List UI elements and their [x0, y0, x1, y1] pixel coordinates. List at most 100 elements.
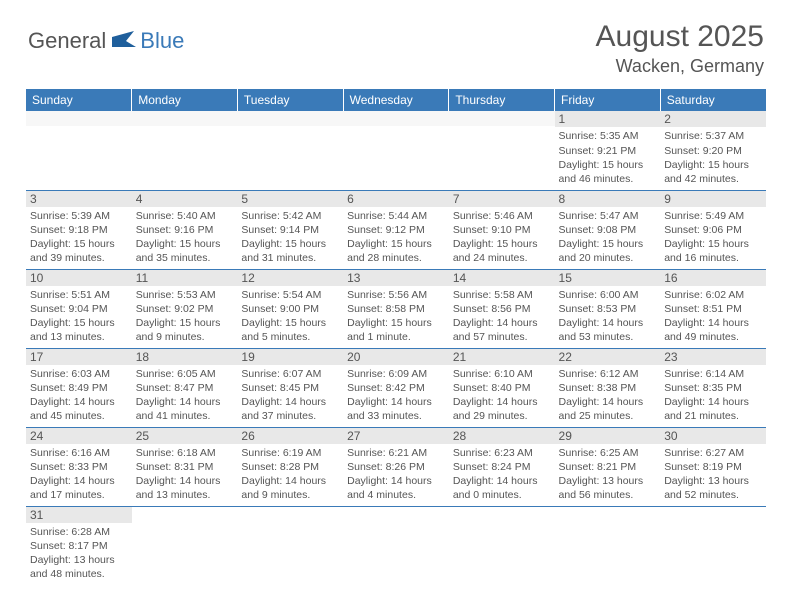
day-details: Sunrise: 6:14 AMSunset: 8:35 PMDaylight:…: [660, 365, 766, 426]
calendar-day-cell: 22Sunrise: 6:12 AMSunset: 8:38 PMDayligh…: [555, 348, 661, 427]
day-details: Sunrise: 6:03 AMSunset: 8:49 PMDaylight:…: [26, 365, 132, 426]
day-number: 19: [237, 349, 343, 365]
calendar-empty-cell: [449, 111, 555, 190]
day-details: Sunrise: 6:25 AMSunset: 8:21 PMDaylight:…: [555, 444, 661, 505]
calendar-week-row: 31Sunrise: 6:28 AMSunset: 8:17 PMDayligh…: [26, 506, 766, 585]
day-number: 11: [132, 270, 238, 286]
day-number: 31: [26, 507, 132, 523]
calendar-day-cell: 31Sunrise: 6:28 AMSunset: 8:17 PMDayligh…: [26, 506, 132, 585]
day-number: 25: [132, 428, 238, 444]
calendar-day-cell: 20Sunrise: 6:09 AMSunset: 8:42 PMDayligh…: [343, 348, 449, 427]
calendar-empty-cell: [660, 506, 766, 585]
title-block: August 2025 Wacken, Germany: [596, 20, 764, 77]
weekday-header: Monday: [132, 89, 238, 111]
day-number: 12: [237, 270, 343, 286]
day-number: 13: [343, 270, 449, 286]
day-details: Sunrise: 5:39 AMSunset: 9:18 PMDaylight:…: [26, 207, 132, 268]
day-number: 27: [343, 428, 449, 444]
day-details: Sunrise: 5:40 AMSunset: 9:16 PMDaylight:…: [132, 207, 238, 268]
calendar-day-cell: 9Sunrise: 5:49 AMSunset: 9:06 PMDaylight…: [660, 190, 766, 269]
calendar-day-cell: 14Sunrise: 5:58 AMSunset: 8:56 PMDayligh…: [449, 269, 555, 348]
day-details: Sunrise: 6:05 AMSunset: 8:47 PMDaylight:…: [132, 365, 238, 426]
page-header: General Blue August 2025 Wacken, Germany: [0, 0, 792, 85]
calendar-empty-cell: [343, 111, 449, 190]
day-details: Sunrise: 5:35 AMSunset: 9:21 PMDaylight:…: [555, 127, 661, 188]
calendar-day-cell: 29Sunrise: 6:25 AMSunset: 8:21 PMDayligh…: [555, 427, 661, 506]
day-details: Sunrise: 6:16 AMSunset: 8:33 PMDaylight:…: [26, 444, 132, 505]
calendar-day-cell: 10Sunrise: 5:51 AMSunset: 9:04 PMDayligh…: [26, 269, 132, 348]
day-number: 29: [555, 428, 661, 444]
calendar-day-cell: 24Sunrise: 6:16 AMSunset: 8:33 PMDayligh…: [26, 427, 132, 506]
calendar-body: 1Sunrise: 5:35 AMSunset: 9:21 PMDaylight…: [26, 111, 766, 585]
calendar-empty-cell: [343, 506, 449, 585]
calendar-day-cell: 5Sunrise: 5:42 AMSunset: 9:14 PMDaylight…: [237, 190, 343, 269]
location-label: Wacken, Germany: [596, 56, 764, 77]
day-number: 18: [132, 349, 238, 365]
logo: General Blue: [28, 28, 184, 54]
calendar-day-cell: 18Sunrise: 6:05 AMSunset: 8:47 PMDayligh…: [132, 348, 238, 427]
calendar-empty-cell: [237, 111, 343, 190]
calendar-day-cell: 23Sunrise: 6:14 AMSunset: 8:35 PMDayligh…: [660, 348, 766, 427]
daynum-bar-empty: [449, 111, 555, 126]
logo-text-general: General: [28, 28, 106, 54]
day-number: 2: [660, 111, 766, 127]
day-number: 16: [660, 270, 766, 286]
calendar-empty-cell: [132, 111, 238, 190]
day-details: Sunrise: 6:07 AMSunset: 8:45 PMDaylight:…: [237, 365, 343, 426]
day-number: 17: [26, 349, 132, 365]
calendar-day-cell: 21Sunrise: 6:10 AMSunset: 8:40 PMDayligh…: [449, 348, 555, 427]
weekday-header: Saturday: [660, 89, 766, 111]
calendar-day-cell: 6Sunrise: 5:44 AMSunset: 9:12 PMDaylight…: [343, 190, 449, 269]
day-number: 3: [26, 191, 132, 207]
day-number: 26: [237, 428, 343, 444]
day-number: 8: [555, 191, 661, 207]
calendar-week-row: 1Sunrise: 5:35 AMSunset: 9:21 PMDaylight…: [26, 111, 766, 190]
day-details: Sunrise: 5:56 AMSunset: 8:58 PMDaylight:…: [343, 286, 449, 347]
day-number: 7: [449, 191, 555, 207]
day-number: 4: [132, 191, 238, 207]
calendar-week-row: 3Sunrise: 5:39 AMSunset: 9:18 PMDaylight…: [26, 190, 766, 269]
weekday-header-row: SundayMondayTuesdayWednesdayThursdayFrid…: [26, 89, 766, 111]
weekday-header: Wednesday: [343, 89, 449, 111]
day-details: Sunrise: 5:47 AMSunset: 9:08 PMDaylight:…: [555, 207, 661, 268]
calendar-day-cell: 3Sunrise: 5:39 AMSunset: 9:18 PMDaylight…: [26, 190, 132, 269]
calendar-empty-cell: [555, 506, 661, 585]
calendar-day-cell: 11Sunrise: 5:53 AMSunset: 9:02 PMDayligh…: [132, 269, 238, 348]
calendar-table: SundayMondayTuesdayWednesdayThursdayFrid…: [26, 89, 766, 585]
day-details: Sunrise: 5:37 AMSunset: 9:20 PMDaylight:…: [660, 127, 766, 188]
day-number: 23: [660, 349, 766, 365]
weekday-header: Friday: [555, 89, 661, 111]
day-number: 21: [449, 349, 555, 365]
calendar-day-cell: 2Sunrise: 5:37 AMSunset: 9:20 PMDaylight…: [660, 111, 766, 190]
day-number: 22: [555, 349, 661, 365]
day-number: 6: [343, 191, 449, 207]
day-details: Sunrise: 6:09 AMSunset: 8:42 PMDaylight:…: [343, 365, 449, 426]
calendar-day-cell: 15Sunrise: 6:00 AMSunset: 8:53 PMDayligh…: [555, 269, 661, 348]
calendar-week-row: 24Sunrise: 6:16 AMSunset: 8:33 PMDayligh…: [26, 427, 766, 506]
calendar-day-cell: 13Sunrise: 5:56 AMSunset: 8:58 PMDayligh…: [343, 269, 449, 348]
day-number: 14: [449, 270, 555, 286]
day-details: Sunrise: 6:18 AMSunset: 8:31 PMDaylight:…: [132, 444, 238, 505]
day-number: 15: [555, 270, 661, 286]
day-details: Sunrise: 6:27 AMSunset: 8:19 PMDaylight:…: [660, 444, 766, 505]
calendar-day-cell: 19Sunrise: 6:07 AMSunset: 8:45 PMDayligh…: [237, 348, 343, 427]
day-details: Sunrise: 6:00 AMSunset: 8:53 PMDaylight:…: [555, 286, 661, 347]
calendar-day-cell: 26Sunrise: 6:19 AMSunset: 8:28 PMDayligh…: [237, 427, 343, 506]
calendar-empty-cell: [237, 506, 343, 585]
calendar-day-cell: 7Sunrise: 5:46 AMSunset: 9:10 PMDaylight…: [449, 190, 555, 269]
day-number: 10: [26, 270, 132, 286]
calendar-day-cell: 8Sunrise: 5:47 AMSunset: 9:08 PMDaylight…: [555, 190, 661, 269]
day-details: Sunrise: 5:53 AMSunset: 9:02 PMDaylight:…: [132, 286, 238, 347]
day-details: Sunrise: 5:58 AMSunset: 8:56 PMDaylight:…: [449, 286, 555, 347]
calendar-week-row: 10Sunrise: 5:51 AMSunset: 9:04 PMDayligh…: [26, 269, 766, 348]
calendar-day-cell: 28Sunrise: 6:23 AMSunset: 8:24 PMDayligh…: [449, 427, 555, 506]
weekday-header: Sunday: [26, 89, 132, 111]
calendar-day-cell: 1Sunrise: 5:35 AMSunset: 9:21 PMDaylight…: [555, 111, 661, 190]
day-details: Sunrise: 5:42 AMSunset: 9:14 PMDaylight:…: [237, 207, 343, 268]
day-number: 1: [555, 111, 661, 127]
calendar-day-cell: 27Sunrise: 6:21 AMSunset: 8:26 PMDayligh…: [343, 427, 449, 506]
weekday-header: Tuesday: [237, 89, 343, 111]
logo-text-blue: Blue: [140, 28, 184, 54]
daynum-bar-empty: [132, 111, 238, 126]
day-number: 24: [26, 428, 132, 444]
